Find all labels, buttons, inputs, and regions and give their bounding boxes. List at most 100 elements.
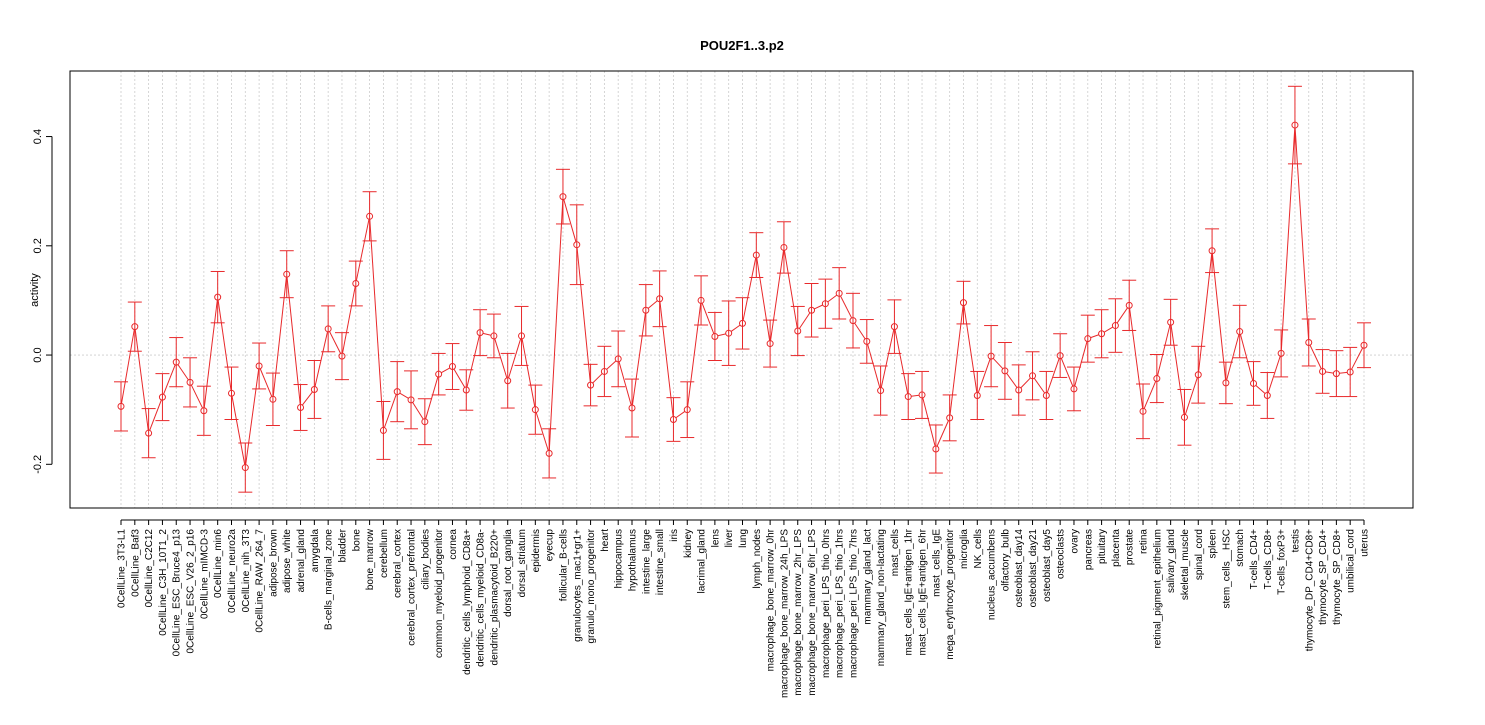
x-tick-label: mast_cells_IgE+antigen_6hr (918, 528, 929, 655)
series-line-segment (814, 304, 823, 310)
series-line-segment (840, 295, 853, 319)
data-point (821, 300, 829, 308)
data-point (573, 241, 581, 249)
series-line-segment (922, 397, 936, 447)
data-point (1125, 301, 1133, 309)
series-line-segment (592, 373, 603, 384)
data-point (1319, 367, 1327, 375)
x-tick-label: uterus (1360, 529, 1371, 557)
series-line-segment (217, 300, 232, 391)
series-line-segment (1116, 307, 1128, 324)
series-line-segment (121, 329, 135, 404)
data-point (683, 406, 691, 414)
data-point (1263, 391, 1271, 399)
series-line-segment (963, 305, 978, 393)
x-tick-label: 0CellLine_min6 (213, 529, 224, 598)
data-point (1042, 391, 1050, 399)
data-point (1332, 370, 1340, 378)
data-point (131, 323, 139, 331)
x-tick-label: osteoblast_day14 (1014, 529, 1025, 608)
series-line-segment (1267, 356, 1281, 393)
series-line-segment (1090, 334, 1099, 339)
series-line-segment (453, 368, 466, 388)
data-point (1111, 322, 1119, 330)
x-tick-label: stomach (1235, 529, 1246, 567)
data-point (656, 295, 664, 303)
series-line-segment (675, 411, 686, 419)
x-tick-label: intestine_small (655, 529, 666, 595)
series-line-segment (1006, 373, 1018, 388)
data-point (725, 329, 733, 337)
x-tick-label: amygdala (310, 529, 321, 573)
series-line-segment (854, 322, 866, 340)
x-tick-label: macrophage_bone_marrow_24h_LPS (779, 529, 790, 698)
axis-layer: -0.2 0.0 0.2 0.4 0CellLine_3T3-L1 0CellLine_B… (32, 129, 1371, 698)
data-point (835, 289, 843, 297)
data-point (642, 306, 650, 314)
x-tick-label: pancreas (1083, 529, 1094, 570)
x-tick-label: mast_cells_IgE (931, 529, 942, 597)
x-tick-label: granulo_mono_progenitor (586, 528, 597, 643)
series-line-segment (563, 199, 577, 242)
series-line-segment (355, 219, 370, 281)
series-line-segment (992, 357, 1004, 370)
series-line-segment (245, 368, 260, 465)
x-tick-label: ovary (1069, 529, 1080, 553)
series-line-segment (756, 257, 771, 341)
series-line-segment (466, 335, 480, 388)
data-point (435, 370, 443, 378)
data-point (227, 389, 235, 397)
x-tick-label: mammary_gland_non-lactating (876, 529, 887, 666)
x-tick-label: nucleus_accumbens (987, 529, 998, 620)
x-tick-label: placenta (1111, 529, 1122, 567)
x-tick-label: heart (600, 529, 611, 552)
series-line-segment (1129, 308, 1144, 409)
x-tick-label: dendritic_cells_lymphoid_CD8a+ (462, 529, 473, 675)
data-point (324, 325, 332, 333)
data-point (214, 293, 222, 301)
series-line-segment (742, 257, 757, 321)
chart-title: POU2F1..3.p2 (700, 38, 784, 53)
x-tick-label: macrophage_bone_marrow_0hr (766, 528, 777, 671)
series-line-segment (647, 300, 658, 309)
data-point (946, 414, 954, 422)
data-point (352, 279, 360, 287)
data-point (780, 243, 788, 251)
x-tick-label: liver (724, 528, 735, 547)
series-line-segment (1103, 326, 1114, 333)
series-line-segment (441, 367, 451, 374)
data-point (739, 319, 746, 327)
data-point (959, 299, 967, 307)
data-point (269, 395, 277, 403)
series-line-segment (576, 247, 591, 383)
x-tick-label: common_myeloid_progenitor (434, 528, 445, 658)
x-tick-label: cerebral_cortex (393, 529, 404, 598)
x-tick-label: hypothalamus (628, 529, 639, 591)
x-tick-label: osteoblast_day5 (1042, 529, 1053, 602)
data-point (186, 378, 194, 386)
data-point (255, 362, 263, 370)
data-point (904, 393, 912, 401)
data-point (932, 445, 940, 453)
series-line-segment (1046, 358, 1060, 393)
x-tick-label: cerebral_cortex_prefrontal (407, 529, 418, 646)
series-line-segment (203, 300, 218, 408)
series-line-segment (827, 294, 838, 303)
x-tick-label: 0CellLine_Baf3 (130, 529, 141, 597)
series-line-segment (1351, 347, 1364, 370)
data-point (1291, 121, 1299, 129)
series-line-segment (425, 376, 439, 419)
series-line-segment (1339, 371, 1348, 374)
x-tick-label: kidney (683, 529, 694, 558)
x-tick-label: dorsal_striatum (517, 529, 528, 597)
data-point (1222, 379, 1230, 387)
data-point (1084, 335, 1092, 343)
data-point (338, 352, 346, 360)
series-line-segment (272, 277, 287, 397)
y-tick-label: 0.2 (32, 238, 44, 253)
series-line-segment (1226, 334, 1240, 381)
data-point (1167, 318, 1175, 326)
series-line-segment (508, 338, 522, 379)
x-tick-label: umbilical_cord (1346, 529, 1357, 593)
x-tick-label: 0CellLine_C3H_10T1_2 (158, 529, 169, 636)
